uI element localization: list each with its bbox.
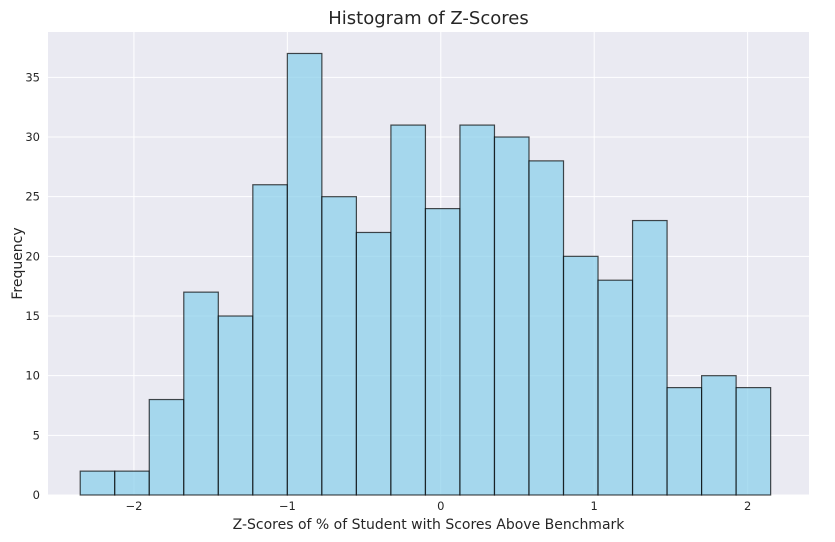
histogram-bar [148,398,185,496]
histogram-bar [321,196,357,496]
y-tick-label: 20 [25,249,40,263]
histogram-bar [390,124,427,496]
y-tick-label: 35 [25,70,40,84]
histogram-bar [735,387,772,496]
histogram-bar [217,315,254,496]
histogram-bar [562,255,599,496]
tick-labels: 0 5 10 15 20 25 30 35 −2 −1 0 1 2 [25,70,751,513]
histogram-bar [252,184,288,496]
chart-title: Histogram of Z-Scores [328,8,528,29]
histogram-bar [424,208,461,496]
histogram-bar [597,279,634,496]
bars [79,52,772,496]
histogram-bar [631,219,668,496]
y-tick-label: 25 [25,190,40,204]
x-axis-label: Z-Scores of % of Student with Scores Abo… [233,517,626,533]
x-tick-label: −2 [125,499,142,513]
y-tick-label: 0 [33,488,40,502]
x-tick-label: 1 [591,499,598,513]
histogram-bar [286,52,323,496]
histogram-bar [459,124,496,496]
y-tick-label: 10 [25,369,40,383]
histogram-bar [114,470,150,496]
histogram-bar [528,160,565,496]
x-tick-label: 0 [437,499,444,513]
y-tick-label: 30 [25,130,40,144]
y-axis-label: Frequency [10,227,26,299]
x-tick-label: 2 [744,499,751,513]
histogram-bar [701,375,737,496]
y-tick-label: 5 [33,428,40,442]
x-tick-label: −1 [279,499,296,513]
histogram-bar [79,470,116,496]
histogram-bar [355,231,392,496]
histogram-bar [183,291,219,496]
histogram-bar [666,387,703,496]
histogram-bar [493,136,530,496]
y-tick-label: 15 [25,309,40,323]
